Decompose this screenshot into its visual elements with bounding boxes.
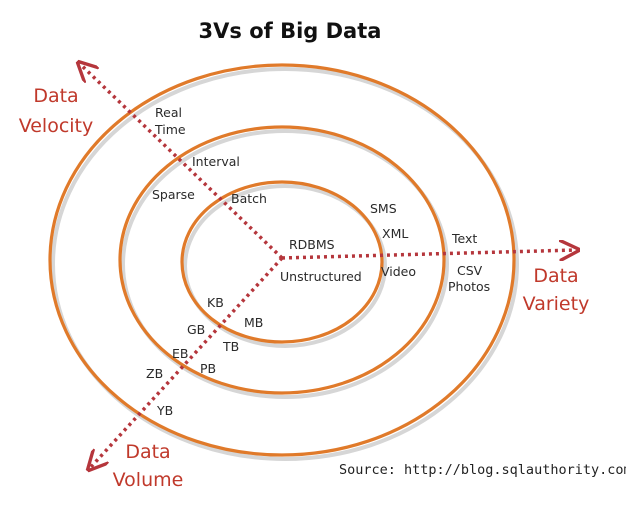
variety-axis-label-line1: Data [533,265,578,287]
label-sparse: Sparse [152,187,195,202]
label-eb: EB [172,346,188,361]
velocity-axis [80,64,284,260]
label-csv: CSV [457,263,483,278]
label-zb: ZB [146,366,163,381]
label-tb: TB [222,339,239,354]
label-mb: MB [244,315,263,330]
label-pb: PB [200,361,216,376]
inner-ring [180,180,384,344]
label-video: Video [381,264,416,279]
middle-ring [118,125,446,395]
label-rdbms: RDBMS [289,237,335,252]
label-kb: KB [207,295,224,310]
source-credit: Source: http://blog.sqlauthority.com [339,462,626,478]
ring-shadows [51,67,519,461]
label-interval: Interval [192,154,240,169]
label-batch: Batch [231,191,267,206]
label-photos: Photos [448,279,490,294]
label-sms: SMS [370,201,397,216]
variety-axis-label-line2: Variety [523,293,590,315]
label-time: Time [154,122,186,137]
label-xml: XML [382,226,408,241]
volume-labels: KB MB GB TB EB PB ZB YB [146,295,263,418]
volume-axis-label-line2: Volume [113,469,184,491]
velocity-axis-label-line2: Velocity [19,115,94,137]
variety-labels: RDBMS Unstructured SMS XML Video Text CS… [280,201,490,294]
diagram-title: 3Vs of Big Data [199,19,382,43]
variety-axis [281,250,576,258]
rings [48,63,516,457]
velocity-axis-label-line1: Data [33,85,78,107]
label-unstructured: Unstructured [280,269,362,284]
axis-labels: Data Velocity Data Variety Data Volume [19,85,590,491]
volume-axis-label-line1: Data [125,441,170,463]
label-real: Real [155,105,182,120]
label-yb: YB [156,403,173,418]
axes [80,64,576,468]
velocity-labels: Real Time Interval Sparse Batch [152,105,267,206]
volume-axis [90,256,284,468]
label-gb: GB [187,322,205,337]
label-text: Text [451,231,477,246]
outer-ring [48,63,516,457]
